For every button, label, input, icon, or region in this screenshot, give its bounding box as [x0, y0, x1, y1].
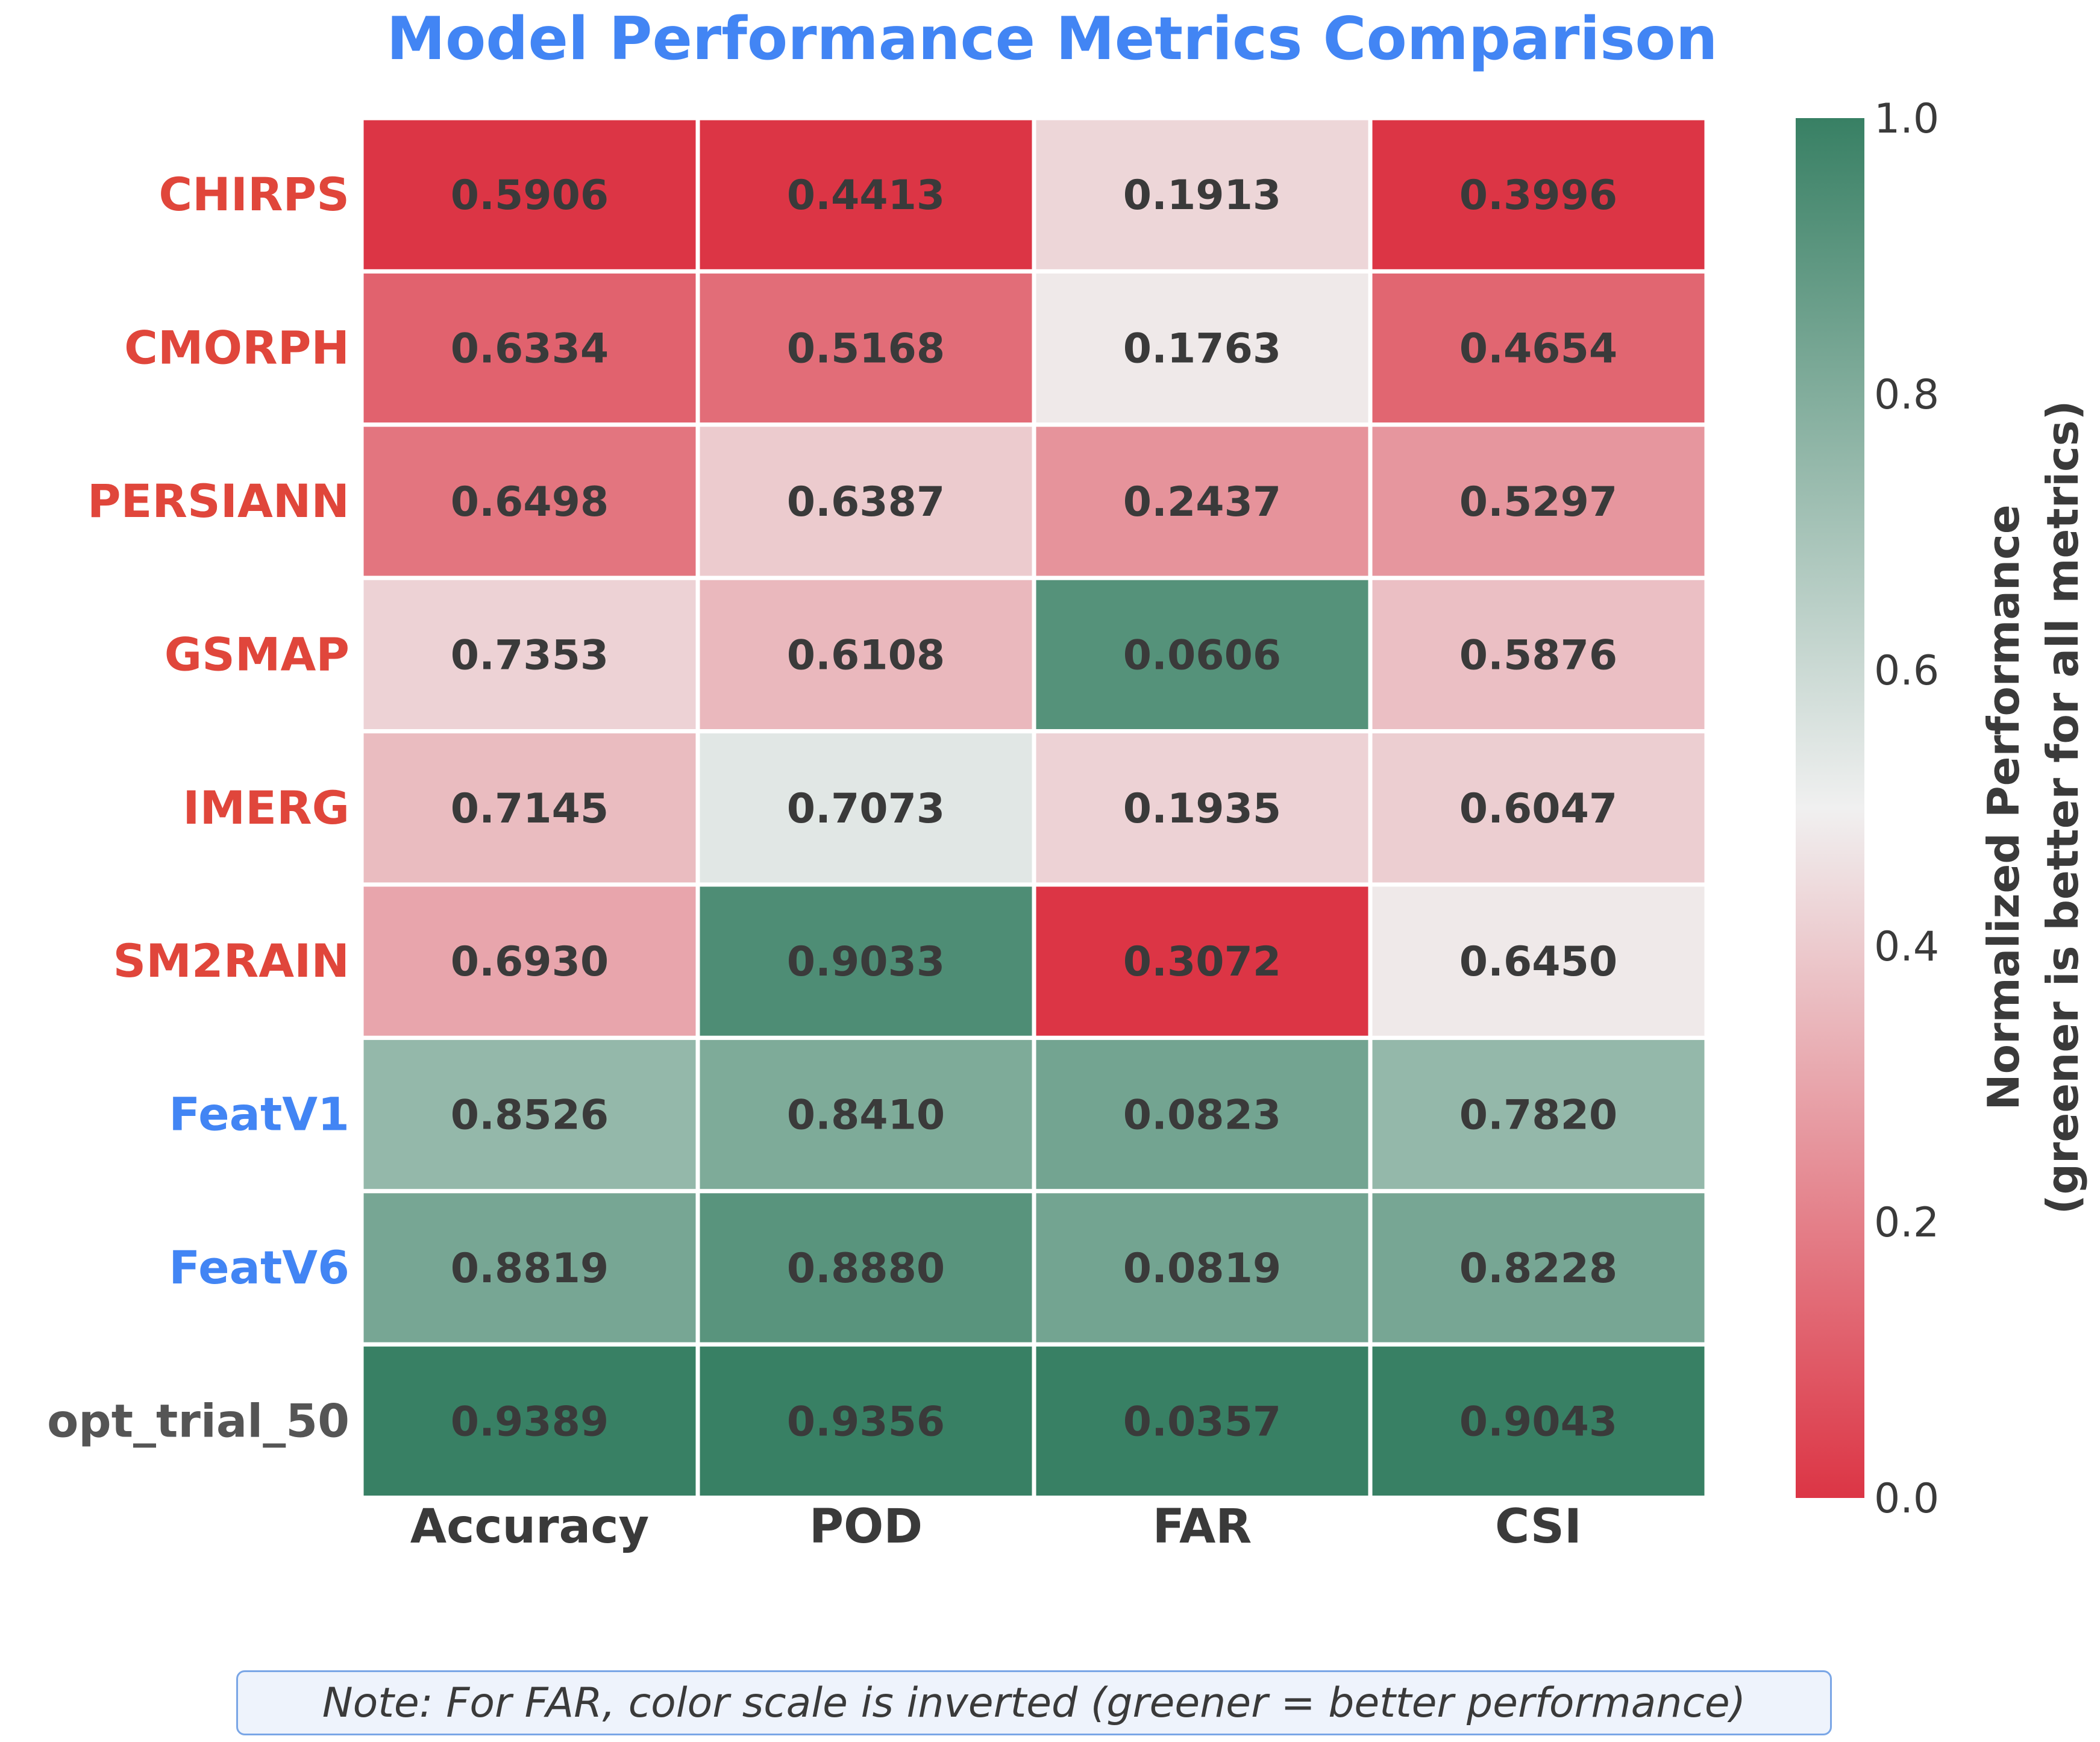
row-label: SM2RAIN: [113, 934, 349, 988]
heatmap-cell: [695, 575, 1036, 734]
cell-value-label: 0.4413: [787, 172, 945, 219]
row-labels: CHIRPS CMORPH PERSIANN GSMAP IMERG SM2RAIN Fea…: [47, 168, 349, 1447]
cell-value-label: 0.9356: [787, 1398, 945, 1446]
column-label: FAR: [1153, 1500, 1252, 1554]
heatmap-cell: [695, 1342, 1036, 1500]
cell-value-label: 0.8880: [787, 1245, 945, 1292]
cell-value-label: 0.5876: [1459, 631, 1617, 679]
heatmap-cell: [359, 116, 700, 274]
heatmap-cell: [1368, 422, 1709, 580]
colorbar-tick-label: 1.0: [1874, 95, 1939, 143]
row-label: PERSIANN: [87, 474, 349, 528]
cell-value-label: 0.7145: [451, 785, 609, 833]
heatmap-cell: [1368, 1035, 1709, 1194]
colorbar-label: Normalized Performance (greener is bette…: [1978, 401, 2088, 1215]
heatmap-cell: [359, 882, 700, 1040]
cell-value-label: 0.7073: [787, 785, 945, 833]
column-label: Accuracy: [410, 1500, 650, 1554]
cell-value-label: 0.3996: [1459, 172, 1617, 219]
colorbar-label-line1: Normalized Performance: [1978, 504, 2029, 1110]
heatmap-cell: [1032, 729, 1373, 887]
cell-value-label: 0.5168: [787, 325, 945, 373]
cell-value-label: 0.1763: [1123, 325, 1281, 373]
heatmap-cell: [1368, 882, 1709, 1040]
row-label: GSMAP: [165, 627, 349, 681]
row-label: IMERG: [183, 781, 349, 835]
heatmap-cell: [359, 1189, 700, 1347]
colorbar-tick-label: 0.0: [1874, 1475, 1939, 1523]
colorbar-label-line2: (greener is better for all metrics): [2037, 401, 2088, 1215]
cell-value-label: 0.6047: [1459, 785, 1617, 833]
cell-value-label: 0.3072: [1123, 938, 1281, 986]
heatmap-cell: [1368, 116, 1709, 274]
cell-value-label: 0.7353: [451, 631, 609, 679]
heatmap-cell: [695, 116, 1036, 274]
colorbar-tick-label: 0.4: [1874, 923, 1939, 971]
heatmap-cell: [1368, 269, 1709, 427]
cell-value-label: 0.6334: [451, 325, 609, 373]
row-label: FeatV6: [169, 1241, 349, 1294]
colorbar-tick-label: 0.2: [1874, 1199, 1939, 1247]
cell-value-label: 0.9389: [451, 1398, 609, 1446]
cell-value-label: 0.8410: [787, 1092, 945, 1139]
colorbar: [1796, 118, 1864, 1498]
colorbar-tick-label: 0.8: [1874, 371, 1939, 419]
heatmap-cell: [1368, 729, 1709, 887]
cell-value-label: 0.0819: [1123, 1245, 1281, 1292]
cell-value-label: 0.1913: [1123, 172, 1281, 219]
cell-value-label: 0.5906: [451, 172, 609, 219]
cell-value-label: 0.9033: [787, 938, 945, 986]
heatmap-cell: [1032, 1189, 1373, 1347]
colorbar-tick-label: 0.6: [1874, 647, 1939, 695]
cell-value-label: 0.0606: [1123, 631, 1281, 679]
heatmap-cell: [695, 269, 1036, 427]
colorbar-gradient: [1796, 118, 1864, 1498]
heatmap-cell: [1032, 1342, 1373, 1500]
heatmap-cell: [1032, 882, 1373, 1040]
cell-value-label: 0.2437: [1123, 478, 1281, 526]
note-text: Note: For FAR, color scale is inverted (…: [322, 1679, 1746, 1727]
cell-value-label: 0.8819: [451, 1245, 609, 1292]
heatmap-cell: [1032, 116, 1373, 274]
colorbar-ticks: 0.0 0.2 0.4 0.6 0.8 1.0: [1874, 95, 1939, 1523]
column-labels: Accuracy POD FAR CSI: [410, 1500, 1582, 1554]
cell-value-label: 0.6387: [787, 478, 945, 526]
cell-value-label: 0.6450: [1459, 938, 1617, 986]
heatmap-cell: [695, 422, 1036, 580]
heatmap-cell: [695, 729, 1036, 887]
heatmap-cell: [1368, 1342, 1709, 1500]
cell-value-label: 0.5297: [1459, 478, 1617, 526]
heatmap-cell: [1368, 575, 1709, 734]
chart-title: Model Performance Metrics Comparison: [386, 5, 1717, 74]
cell-value-label: 0.6108: [787, 631, 945, 679]
column-label: CSI: [1495, 1500, 1582, 1554]
cell-value-label: 0.9043: [1459, 1398, 1617, 1446]
cell-value-label: 0.6930: [451, 938, 609, 986]
cell-value-label: 0.7820: [1459, 1092, 1617, 1139]
heatmap-cells: 0.5906 0.4413 0.1913 0.3996 0.6334 0.5168 0.17…: [359, 116, 1709, 1500]
column-label: POD: [809, 1500, 923, 1554]
row-label: opt_trial_50: [47, 1394, 349, 1447]
cell-value-label: 0.0357: [1123, 1398, 1281, 1446]
row-label: CMORPH: [124, 321, 349, 375]
row-label: CHIRPS: [158, 168, 349, 221]
cell-value-label: 0.8526: [451, 1092, 609, 1139]
cell-value-label: 0.6498: [451, 478, 609, 526]
row-label: FeatV1: [169, 1088, 349, 1141]
heatmap-cell: [1032, 1035, 1373, 1194]
cell-value-label: 0.8228: [1459, 1245, 1617, 1292]
note-box: Note: For FAR, color scale is inverted (…: [236, 1670, 1832, 1735]
cell-value-label: 0.4654: [1459, 325, 1617, 373]
heatmap-cell: [695, 882, 1036, 1040]
cell-value-label: 0.1935: [1123, 785, 1281, 833]
heatmap-cell: [359, 729, 700, 887]
cell-value-label: 0.0823: [1123, 1092, 1281, 1139]
